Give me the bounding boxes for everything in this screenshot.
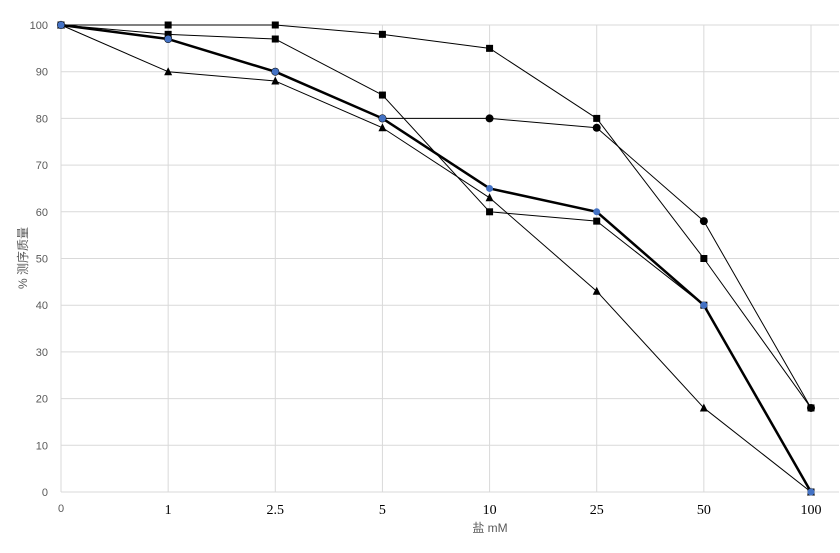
y-tick-label: 30 [36, 347, 48, 359]
series-5-point [57, 21, 65, 29]
y-tick-label: 20 [36, 394, 48, 406]
y-tick-label: 40 [36, 300, 48, 312]
series-4-line [60, 24, 812, 493]
series-5-point [271, 68, 279, 76]
y-axis-ticks: 0 10 20 30 40 50 60 70 80 90 100 [30, 20, 48, 499]
x-axis-label: 盐 mM [472, 521, 507, 535]
x-tick-label: 50 [697, 503, 711, 518]
series-2-point [271, 35, 279, 43]
series-4-point [592, 286, 601, 295]
x-tick-label: 100 [801, 503, 822, 518]
series-1-point [700, 255, 708, 262]
y-tick-label: 10 [36, 440, 48, 452]
y-tick-label: 90 [36, 67, 48, 79]
series-2-point [378, 91, 386, 99]
x-tick-label: 10 [483, 503, 497, 518]
series-5-point [700, 301, 708, 309]
x-tick-label: 0 [58, 503, 64, 515]
series-1-point [378, 30, 386, 38]
series-5-point [378, 114, 386, 122]
x-axis-ticks: 0 1 2.5 5 10 25 50 100 [58, 503, 822, 518]
y-tick-label: 60 [36, 207, 48, 219]
x-tick-label: 2.5 [267, 503, 285, 518]
y-tick-label: 100 [30, 20, 48, 32]
series-1-point [164, 21, 172, 29]
y-tick-label: 0 [42, 487, 48, 499]
series-3-line [60, 24, 812, 409]
y-tick-label: 80 [36, 113, 48, 125]
x-tick-label: 5 [379, 503, 386, 518]
series-2-point [593, 217, 601, 225]
series-5-point [807, 488, 815, 496]
series-4-point [271, 76, 280, 85]
series-5-point [486, 184, 494, 192]
series-1-point [486, 44, 494, 52]
y-tick-label: 70 [36, 160, 48, 172]
series-4-point [699, 403, 708, 412]
series-4-point [485, 193, 494, 202]
y-tick-label: 50 [36, 254, 48, 266]
series-3-point [807, 403, 815, 412]
series-5-point [593, 208, 601, 216]
series-2-point [164, 30, 172, 38]
series-3-point [485, 114, 494, 123]
series-4-point [378, 123, 387, 132]
x-tick-label: 25 [590, 503, 604, 518]
series-layer [57, 20, 815, 496]
series-3-point [592, 123, 601, 132]
series-4-point [164, 67, 173, 76]
series-5-point [164, 35, 172, 43]
series-5-line [60, 23, 813, 493]
x-tick-label: 1 [165, 503, 172, 518]
y-axis-label: % 测序质量 [15, 227, 30, 289]
series-2-point [486, 208, 494, 216]
series-1-line [61, 24, 812, 409]
series-3-point [699, 217, 708, 226]
series-1-point [593, 114, 601, 122]
series-1-point [271, 21, 279, 29]
